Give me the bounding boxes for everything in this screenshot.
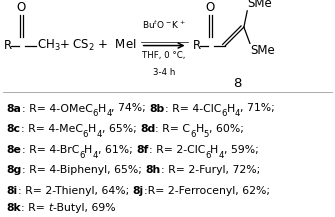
Text: , 60%;: , 60%; [209, 124, 244, 134]
Text: O: O [206, 1, 215, 14]
Text: , 61%;: , 61%; [98, 145, 136, 155]
Text: 4: 4 [235, 109, 240, 118]
Text: R: R [193, 39, 201, 52]
Text: , 74%;: , 74%; [112, 104, 150, 113]
Text: H: H [98, 104, 106, 113]
Text: 8f: 8f [136, 145, 149, 155]
Text: :R= 2-Ferrocenyl, 62%;: :R= 2-Ferrocenyl, 62%; [144, 186, 270, 196]
Text: H: H [210, 145, 218, 155]
Text: 8g: 8g [7, 165, 22, 175]
Text: : R= 4-Biphenyl, 65%;: : R= 4-Biphenyl, 65%; [22, 165, 145, 175]
Text: 8k: 8k [7, 203, 21, 213]
Text: SMe: SMe [250, 44, 275, 58]
Text: : R= 4-MeC: : R= 4-MeC [21, 124, 83, 134]
Text: O: O [17, 1, 26, 14]
Text: Bu$^t$O$^-$K$^+$: Bu$^t$O$^-$K$^+$ [142, 19, 186, 31]
Text: 6: 6 [221, 109, 227, 118]
Text: : R= 4-ClC: : R= 4-ClC [165, 104, 221, 113]
Text: R: R [4, 39, 12, 52]
Text: 6: 6 [205, 151, 210, 160]
Text: H: H [196, 124, 204, 134]
Text: : R= 2-ClC: : R= 2-ClC [149, 145, 205, 155]
Text: t: t [49, 203, 53, 213]
Text: H: H [227, 104, 235, 113]
Text: + CS$_2$ +  MeI: + CS$_2$ + MeI [59, 38, 136, 53]
Text: -Butyl, 69%: -Butyl, 69% [53, 203, 116, 213]
Text: : R= C: : R= C [155, 124, 190, 134]
Text: 5: 5 [204, 130, 209, 139]
Text: 4: 4 [96, 130, 102, 139]
Text: 8e: 8e [7, 145, 21, 155]
Text: 8b: 8b [150, 104, 165, 113]
Text: 8c: 8c [7, 124, 21, 134]
Text: , 59%;: , 59%; [224, 145, 259, 155]
Text: CH$_3$: CH$_3$ [37, 38, 60, 53]
Text: THF, 0 °C,: THF, 0 °C, [142, 51, 186, 60]
Text: 4: 4 [218, 151, 224, 160]
Text: 4: 4 [106, 109, 112, 118]
Text: 3-4 h: 3-4 h [153, 68, 175, 77]
Text: : R= 4-BrC: : R= 4-BrC [21, 145, 79, 155]
Text: 6: 6 [92, 109, 98, 118]
Text: 6: 6 [83, 130, 88, 139]
Text: 8h: 8h [145, 165, 160, 175]
Text: : R=: : R= [21, 203, 49, 213]
Text: : R= 4-OMeC: : R= 4-OMeC [21, 104, 92, 113]
Text: , 65%;: , 65%; [102, 124, 140, 134]
Text: 8d: 8d [140, 124, 155, 134]
Text: 6: 6 [190, 130, 196, 139]
Text: H: H [84, 145, 92, 155]
Text: 8j: 8j [133, 186, 144, 196]
Text: 8: 8 [233, 77, 242, 90]
Text: 4: 4 [92, 151, 98, 160]
Text: 8a: 8a [7, 104, 21, 113]
Text: : R= 2-Furyl, 72%;: : R= 2-Furyl, 72%; [160, 165, 260, 175]
Text: H: H [88, 124, 96, 134]
Text: , 71%;: , 71%; [240, 104, 275, 113]
Text: 8i: 8i [7, 186, 18, 196]
Text: : R= 2-Thienyl, 64%;: : R= 2-Thienyl, 64%; [18, 186, 133, 196]
Text: 6: 6 [79, 151, 84, 160]
Text: SMe: SMe [247, 0, 272, 10]
